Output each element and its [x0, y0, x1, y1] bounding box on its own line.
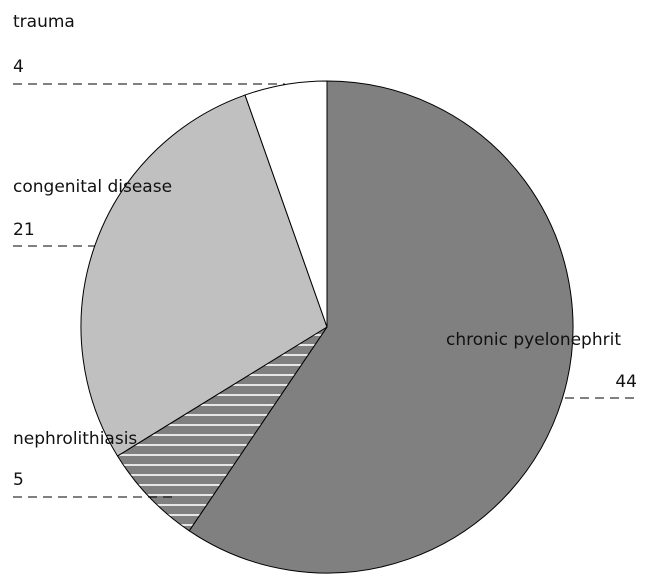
slice-label: trauma	[13, 12, 75, 32]
slice-value: 5	[13, 470, 24, 490]
slice-label: chronic pyelonephrit	[446, 330, 621, 350]
slice-label: nephrolithiasis	[13, 429, 137, 449]
slice-value: 4	[13, 57, 24, 77]
slice-value: 21	[13, 220, 35, 240]
slice-label: congenital disease	[13, 177, 172, 197]
pie-slice-chronic-pyelonephrit	[188, 80, 574, 574]
slice-value: 44	[615, 372, 637, 392]
pie-slice-trauma	[244, 80, 328, 328]
pie-slice-congenital-disease	[80, 94, 328, 457]
